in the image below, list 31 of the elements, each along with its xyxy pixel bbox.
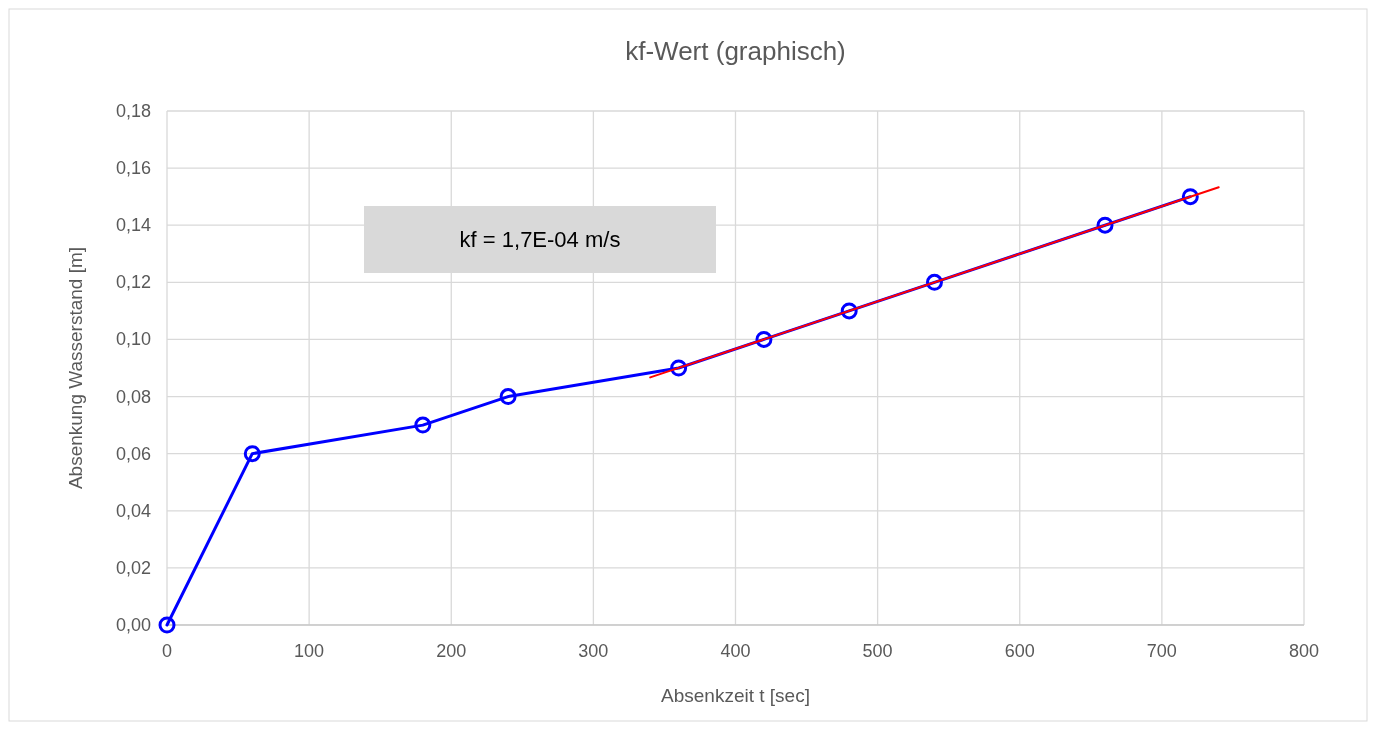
point xyxy=(670,359,688,377)
point xyxy=(414,416,432,434)
x-tick-label: 400 xyxy=(720,641,751,661)
chart-title: kf-Wert (graphisch) xyxy=(625,36,846,66)
y-tick-label: 0,18 xyxy=(115,101,151,121)
annotation: kf = 1,7E-04 m/s xyxy=(459,227,621,252)
x-tick-label: 200 xyxy=(436,641,467,661)
x-tick-label: 600 xyxy=(1004,641,1035,661)
y-axis-title: Absenkung Wasserstand [m] xyxy=(65,246,86,490)
y-tick-label: 0,06 xyxy=(115,443,151,464)
y-tick-label: 0,02 xyxy=(115,557,151,578)
y-tick-label: 0,12 xyxy=(115,272,151,293)
x-tick-label: 100 xyxy=(294,641,325,661)
y-tick-label: 0,14 xyxy=(115,215,151,236)
point xyxy=(925,273,943,291)
point xyxy=(1181,188,1199,206)
y-tick-label: 0,10 xyxy=(115,329,151,350)
x-tick-label: 0 xyxy=(161,641,173,661)
point xyxy=(158,616,176,634)
y-tick-label: 0,16 xyxy=(115,158,151,179)
x-tick-label: 500 xyxy=(862,641,893,661)
y-tick-label: 0,00 xyxy=(115,615,151,635)
point xyxy=(840,302,858,320)
point xyxy=(499,388,517,406)
x-axis-title: Absenkzeit t [sec] xyxy=(661,685,810,706)
x-tick-label: 300 xyxy=(578,641,609,661)
y-tick-label: 0,04 xyxy=(115,500,151,521)
x-tick-label: 700 xyxy=(1146,641,1177,661)
x-tick-label: 800 xyxy=(1288,641,1320,661)
point xyxy=(243,445,261,463)
y-tick-label: 0,08 xyxy=(115,386,151,407)
